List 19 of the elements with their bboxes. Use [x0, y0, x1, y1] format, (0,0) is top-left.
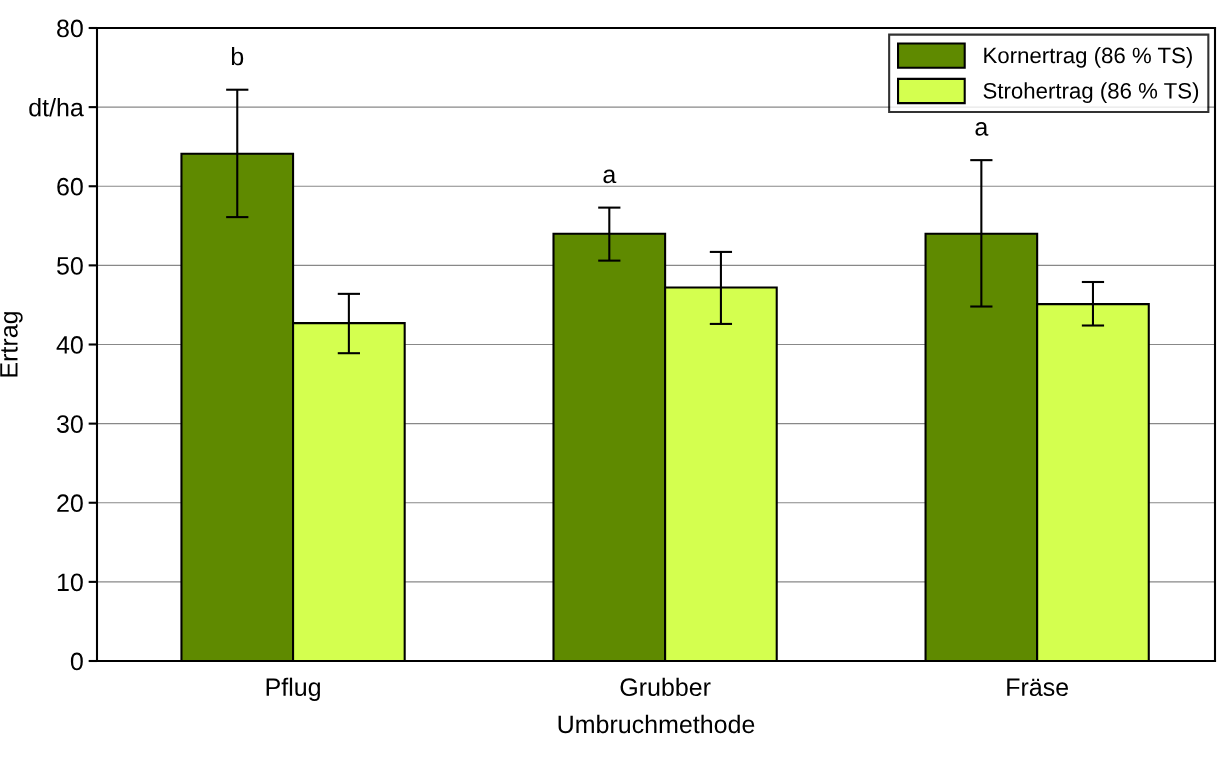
annotation: a [975, 122, 989, 136]
y-tick-label: 10 [57, 573, 83, 592]
legend-label: Kornertrag (86 % TS) [984, 47, 1192, 68]
x-tick-label: Grubber [620, 677, 711, 697]
legend-label: Strohertrag (86 % TS) [983, 82, 1199, 104]
y-tick-label: 50 [57, 256, 83, 275]
x-tick-label: Pflug [266, 677, 320, 701]
y-tick-label: 80 [57, 19, 83, 38]
x-axis-title: Umbruchmethode [558, 714, 755, 734]
x-tick-label: Fräse [1007, 678, 1069, 697]
y-axis-title: Ertrag [0, 312, 23, 377]
y-tick-label: 60 [57, 177, 83, 196]
annotation: b [231, 46, 244, 66]
y-tick-label: 0 [70, 652, 83, 671]
annotation: a [603, 169, 617, 184]
y-tick-label: 30 [56, 415, 83, 433]
y-tick-label: 20 [57, 494, 83, 513]
y-tick-label: 40 [56, 336, 83, 354]
y-tick-label: dt/ha [29, 98, 84, 117]
